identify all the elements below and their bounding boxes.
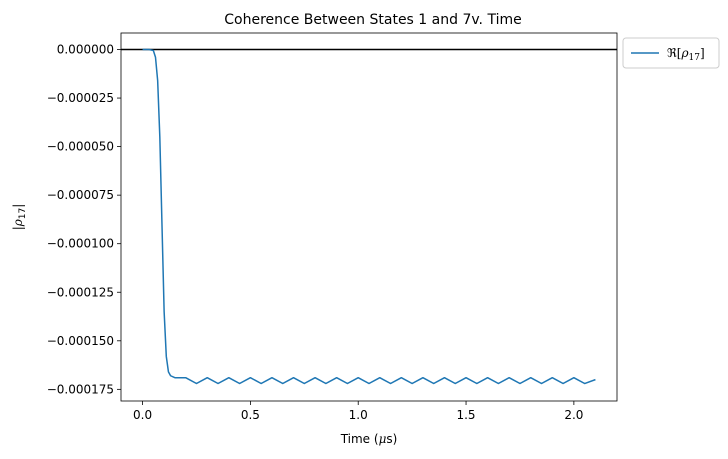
y-axis-label: |ρ17| (11, 204, 28, 231)
y-tick-label: −0.000075 (47, 188, 114, 202)
series-group (142, 48, 596, 385)
chart-title: Coherence Between States 1 and 7v. Time (224, 12, 521, 28)
y-tick-label: −0.000050 (47, 140, 114, 154)
series-line-0 (142, 48, 596, 385)
legend: ℜ[ρ17] (622, 37, 720, 69)
y-tick-label: −0.000175 (47, 382, 114, 396)
x-axis-ticks: 0.0 0.5 1.0 1.5 2.0 (133, 401, 583, 422)
plot-frame (120, 32, 618, 402)
x-tick-label: 1.5 (456, 408, 475, 422)
y-axis-ticks: 0.000000 −0.000025 −0.000050 −0.000075 −0.00… (47, 43, 121, 396)
y-tick-label: −0.000025 (47, 91, 114, 105)
y-tick-label: 0.000000 (57, 43, 114, 57)
x-axis-label: Time (μs) (340, 432, 398, 446)
legend-box (622, 37, 720, 69)
x-tick-label: 2.0 (564, 408, 583, 422)
y-tick-label: −0.000150 (47, 334, 114, 348)
x-tick-label: 1.0 (349, 408, 368, 422)
y-tick-label: −0.000100 (47, 237, 114, 251)
y-tick-label: −0.000125 (47, 285, 114, 299)
x-tick-label: 0.0 (133, 408, 152, 422)
plot-area (121, 33, 617, 401)
x-tick-label: 0.5 (241, 408, 260, 422)
